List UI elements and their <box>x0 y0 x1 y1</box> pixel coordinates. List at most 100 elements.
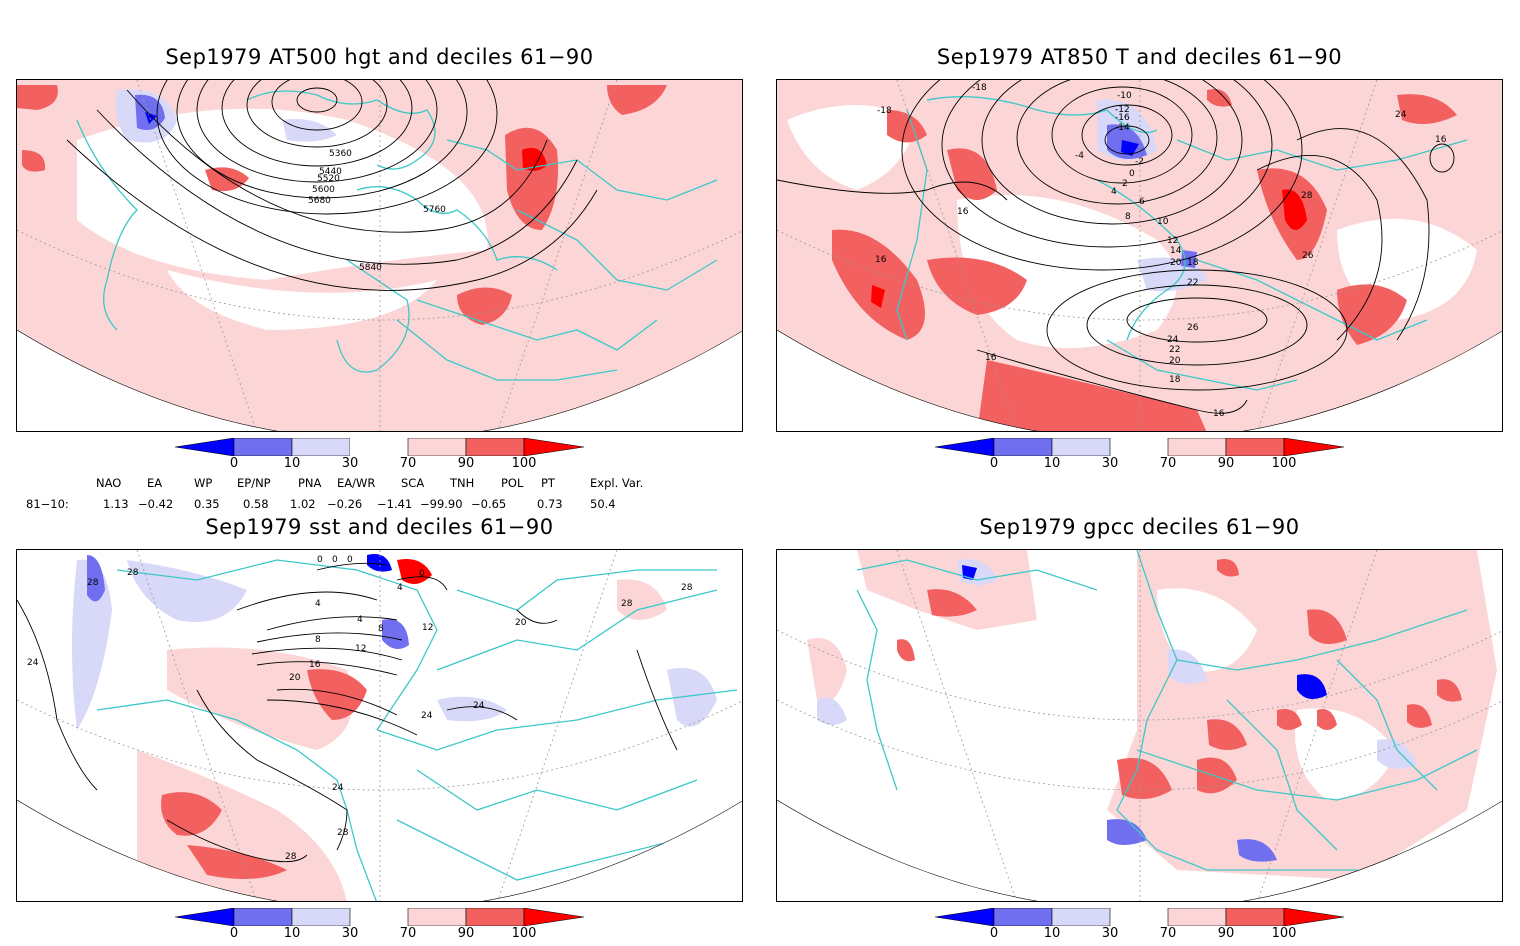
anomaly-light-blue <box>437 696 507 722</box>
contour-label: 6 <box>1139 197 1145 207</box>
anomaly-deep-blue <box>145 112 157 124</box>
index-header: WP <box>194 476 213 490</box>
contour-label: 28 <box>681 583 693 593</box>
colorbar-label: 30 <box>1101 456 1119 471</box>
contour-label: -16 <box>1115 113 1130 123</box>
anomaly-neutral <box>957 195 1177 348</box>
colorbar-label: 30 <box>341 456 359 471</box>
contour-label: 24 <box>1395 110 1407 120</box>
contour-label: 18 <box>1187 258 1199 268</box>
colorbar-gpcc: 0 10 30 70 90 100 <box>934 907 1355 946</box>
contour-label: 0 <box>347 555 353 565</box>
contour-label: 5600 <box>312 185 335 195</box>
anomaly-mid-red <box>161 792 222 836</box>
colorbar-label: 100 <box>511 926 537 941</box>
index-header: POL <box>501 476 524 490</box>
anomaly-deep-red <box>871 285 885 308</box>
contour-label: 2 <box>1122 179 1128 189</box>
anomaly-mid-blue <box>367 554 392 572</box>
contour-label: 24 <box>332 783 344 793</box>
contour-label: 22 <box>1169 345 1180 355</box>
anomaly-mid-red <box>1317 709 1337 730</box>
map-panel-t850: -18 -18 -10 -12 -16 -14 -4 -2 0 2 4 6 8 … <box>776 79 1503 432</box>
contour-label: 28 <box>127 568 139 578</box>
anomaly-mid-red <box>887 110 927 143</box>
colorbar-label: 100 <box>511 456 537 471</box>
map-svg-t850: -18 -18 -10 -12 -16 -14 -4 -2 0 2 4 6 8 … <box>777 80 1502 431</box>
contour-label: 12 <box>422 623 433 633</box>
index-value: −0.42 <box>138 497 174 511</box>
contour-label: 0 <box>419 569 425 579</box>
contour-label: -14 <box>1115 123 1130 133</box>
anomaly-mid-red <box>1197 757 1237 794</box>
contour-label: 28 <box>337 828 349 838</box>
anomaly-mid-red <box>832 229 925 340</box>
contour-label: -4 <box>1075 151 1084 161</box>
anomaly-mid-red <box>457 287 512 325</box>
index-value: −99.90 <box>420 497 463 511</box>
contour-label: 4 <box>1111 187 1117 197</box>
index-header: EA <box>147 476 163 490</box>
anomaly-neutral <box>167 270 437 330</box>
anomaly-mid-red <box>1207 89 1232 107</box>
anomaly-mid-red <box>1117 758 1172 799</box>
panel-title-hgt500: Sep1979 AT500 hgt and deciles 61−90 <box>165 45 594 69</box>
contour-label: 8 <box>378 624 384 634</box>
anomaly-light-blue <box>667 668 717 727</box>
anomaly-mid-red <box>1407 704 1432 728</box>
anomaly-mid-red <box>1207 719 1247 750</box>
anomaly-mid-red <box>1437 679 1462 702</box>
contour-label: 16 <box>875 255 887 265</box>
index-value: 0.35 <box>194 497 220 511</box>
anomaly-mid-blue <box>382 619 409 649</box>
contour-label: -10 <box>1117 91 1132 101</box>
contour-label: 22 <box>1187 278 1198 288</box>
index-header: TNH <box>450 476 475 490</box>
contour-label: 16 <box>1435 135 1447 145</box>
colorbar-label: 90 <box>457 926 475 941</box>
index-row-label: 81−10: <box>26 497 69 511</box>
colorbar-label: 0 <box>989 926 999 941</box>
contour-label: 26 <box>1302 251 1314 261</box>
index-header: PT <box>541 476 555 490</box>
index-header: EA/WR <box>337 476 376 490</box>
anomaly-mid-red <box>927 589 977 617</box>
anomaly-mid-red <box>1307 609 1347 644</box>
contour-label: 0 <box>332 555 338 565</box>
contour-label: 24 <box>421 711 433 721</box>
map-panel-hgt500: 5360 5440 5520 5600 5680 5760 5840 <box>16 79 743 432</box>
anomaly-deep-red <box>522 147 547 171</box>
anomaly-light-blue <box>817 697 847 725</box>
anomaly-mid-blue <box>1107 819 1147 845</box>
colorbar-hgt500: 0 10 30 70 90 100 <box>174 437 595 476</box>
colorbar-svg <box>934 437 1345 457</box>
colorbar-label: 70 <box>399 926 417 941</box>
anomaly-light-red <box>137 750 347 901</box>
anomaly-mid-red <box>977 360 1207 431</box>
contour-label: -18 <box>972 83 987 93</box>
index-value: −0.65 <box>471 497 507 511</box>
anomaly-mid-red <box>1337 284 1407 345</box>
anomaly-deep-blue <box>1121 140 1139 156</box>
contour-label: 20 <box>1169 356 1181 366</box>
contour-label: 28 <box>285 852 297 862</box>
anomaly-mid-red <box>607 85 667 115</box>
anomaly-light-red <box>807 638 847 702</box>
colorbar-label: 30 <box>341 926 359 941</box>
index-value: −1.41 <box>377 497 413 511</box>
contour-label: 5440 <box>319 167 342 177</box>
colorbar-svg <box>174 907 585 927</box>
contour-label: 5520 <box>317 174 340 184</box>
contour-label: 18 <box>1169 375 1181 385</box>
contour-label: 10 <box>1157 217 1169 227</box>
contour-label: 5760 <box>423 205 446 215</box>
contour-label: -2 <box>1135 157 1144 167</box>
anomaly-mid-red <box>17 85 58 110</box>
anomaly-light-red <box>617 579 667 620</box>
contour-label: 26 <box>1187 323 1199 333</box>
colorbar-t850: 0 10 30 70 90 100 <box>934 437 1355 476</box>
anomaly-light-red <box>857 550 1037 630</box>
colorbar-label: 0 <box>989 456 999 471</box>
map-panel-gpcc <box>776 549 1503 902</box>
index-value: 0.73 <box>537 497 563 511</box>
